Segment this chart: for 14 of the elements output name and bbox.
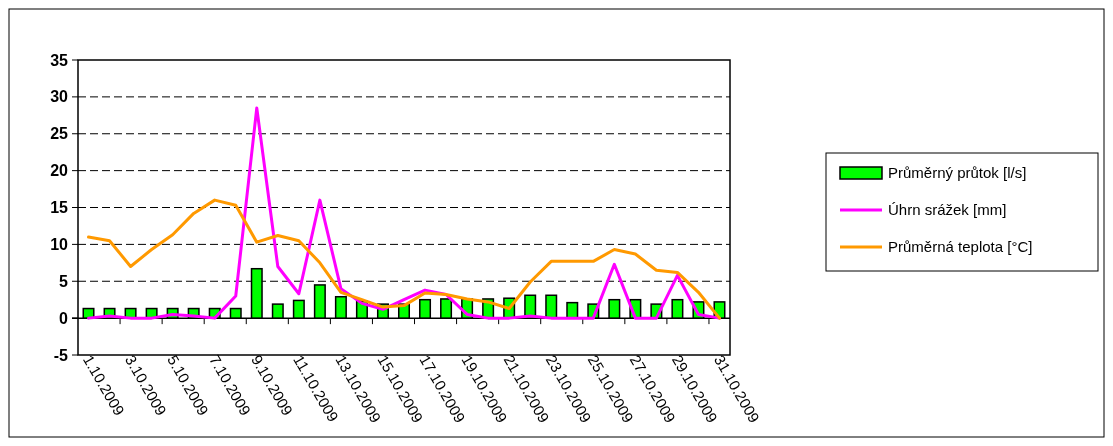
y-tick-label: -5 [53, 346, 69, 364]
legend-label: Úhrn srážek [mm] [888, 201, 1007, 219]
y-tick-label: 5 [59, 272, 69, 290]
legend-label: Průměrný průtok [l/s] [888, 164, 1027, 182]
y-tick-label: 0 [59, 309, 69, 327]
y-tick-label: 30 [50, 88, 69, 106]
y-tick-label: 10 [50, 235, 69, 253]
line-series [87, 198, 721, 320]
y-tick-label: 15 [50, 199, 69, 217]
y-tick-label: 20 [50, 162, 69, 180]
legend-label: Průměrná teplota [°C] [888, 238, 1033, 256]
line-series [87, 106, 721, 320]
y-tick-label: 35 [50, 51, 69, 69]
y-tick-label: 25 [50, 125, 69, 143]
